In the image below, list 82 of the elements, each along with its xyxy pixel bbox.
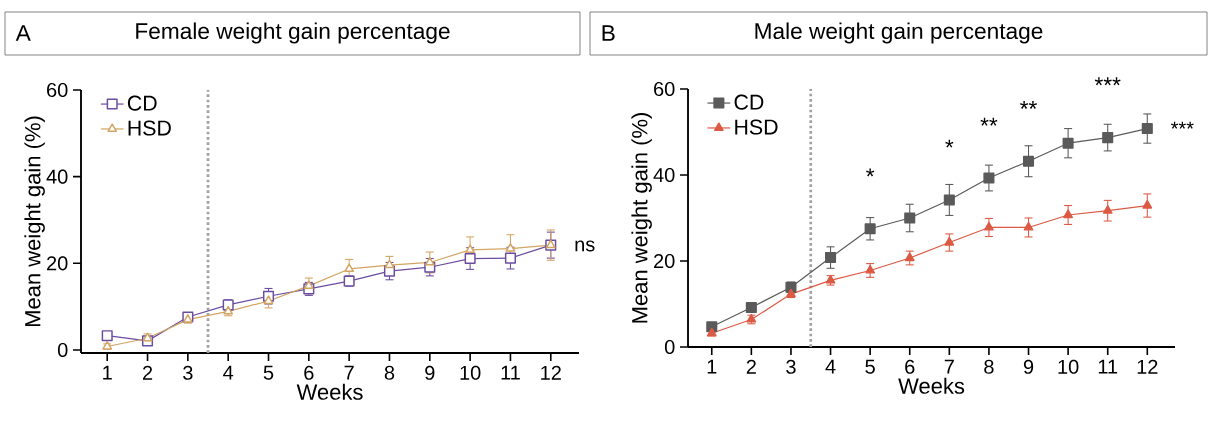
point [344, 263, 355, 273]
text: B [602, 25, 615, 41]
x-tick-label: 4 [825, 359, 836, 374]
point [904, 252, 915, 262]
x-tick-label: 3 [786, 359, 796, 374]
annotation: ** [1020, 100, 1037, 109]
point [101, 330, 113, 342]
x-tick-label: 1 [103, 365, 112, 380]
point [1022, 155, 1035, 167]
annotation: *** [1094, 77, 1121, 86]
y-tick-label: 40 [46, 169, 68, 184]
point [1102, 132, 1114, 144]
legend-label: CD [734, 94, 764, 110]
x-tick-label: 10 [1058, 359, 1079, 374]
y-tick-label: 60 [654, 81, 675, 97]
x-tick-label: 12 [541, 365, 561, 380]
point [505, 243, 516, 252]
y-tick-label: 0 [664, 339, 675, 355]
point [983, 172, 995, 184]
legend-label: HSD [128, 120, 171, 136]
x-tick-label: 8 [384, 365, 395, 380]
point [1062, 137, 1074, 149]
point [263, 295, 274, 305]
point [864, 223, 876, 235]
point [1023, 221, 1034, 231]
x-tick-label: 9 [425, 365, 435, 380]
x-tick-label: 9 [1023, 359, 1034, 374]
text: A [15, 25, 31, 41]
point [865, 264, 876, 274]
point [424, 256, 435, 266]
point [745, 301, 757, 313]
chart-title: Female weight gain percentage [136, 22, 450, 44]
annotation: *** [1170, 121, 1194, 129]
point [384, 259, 395, 269]
x-tick-label: 2 [142, 365, 153, 380]
y-tick-label: 20 [654, 253, 675, 269]
point [303, 280, 314, 289]
x-tick-label: 7 [344, 365, 354, 380]
x-tick-label: 5 [263, 365, 274, 380]
x-axis-title: Weeks [898, 377, 965, 394]
x-tick-label: 4 [223, 365, 234, 380]
point [984, 221, 994, 231]
point [1102, 205, 1113, 214]
point [904, 212, 916, 224]
annotation: ** [980, 117, 998, 126]
x-tick-label: 2 [746, 359, 756, 374]
point [504, 252, 516, 264]
x-axis-title: Weeks [296, 383, 363, 400]
legend-label: CD [127, 95, 157, 111]
x-tick-label: 10 [460, 365, 481, 380]
legend-label: HSD [735, 119, 778, 135]
point [825, 252, 837, 264]
x-tick-label: 6 [905, 359, 915, 374]
y-tick-label: 40 [653, 167, 675, 183]
chart-title: Male weight gain percentage [755, 22, 1043, 44]
annotation: * [945, 139, 954, 148]
point [223, 305, 234, 315]
x-tick-label: 12 [1137, 359, 1158, 374]
x-tick-label: 8 [984, 359, 994, 374]
point [464, 253, 476, 265]
point [706, 327, 717, 337]
x-tick-label: 11 [1098, 359, 1118, 374]
annotation: ns [575, 240, 595, 252]
x-tick-label: 6 [304, 365, 314, 380]
point [1142, 199, 1153, 209]
point [1141, 123, 1153, 135]
point [142, 332, 153, 342]
annotation: * [866, 168, 875, 177]
x-tick-label: 7 [944, 359, 954, 374]
x-tick-label: 11 [501, 365, 520, 380]
y-tick-label: 60 [47, 82, 68, 98]
point [943, 194, 955, 206]
x-tick-label: 3 [183, 365, 193, 380]
y-tick-label: 20 [47, 256, 68, 271]
y-axis-title: Mean weight gain (%) [631, 113, 652, 323]
y-axis-title: Mean weight gain (%) [24, 116, 45, 327]
y-tick-label: 0 [57, 342, 68, 358]
point [465, 244, 476, 254]
x-tick-label: 5 [865, 359, 875, 374]
point [1063, 209, 1074, 219]
x-tick-label: 1 [707, 359, 717, 374]
point [786, 288, 796, 298]
